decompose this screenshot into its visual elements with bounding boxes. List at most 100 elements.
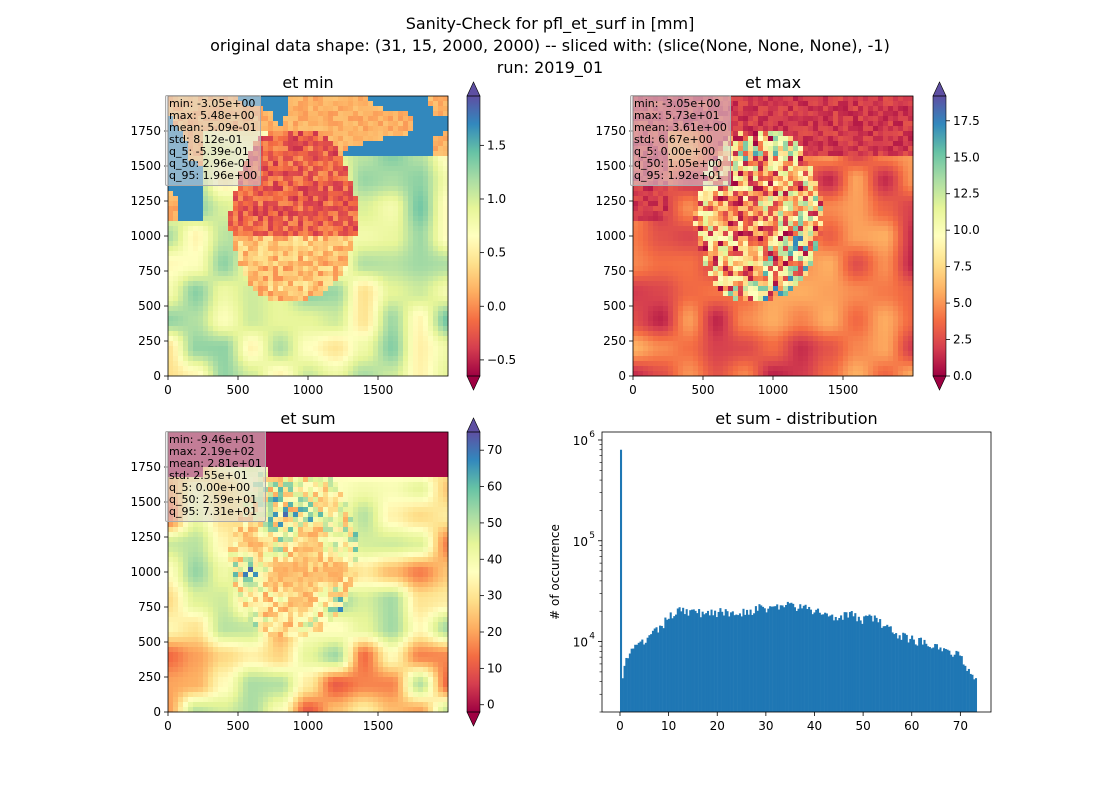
colorbar-extend-min-1 <box>932 375 947 391</box>
histogram-bar <box>866 615 869 712</box>
colorbar-tick-label-2-2: 20 <box>487 625 502 639</box>
histogram-bar <box>740 616 743 712</box>
y-tick-label-0-4: 1000 <box>130 229 161 243</box>
histogram-bar <box>914 644 917 712</box>
histogram-bar <box>806 609 809 712</box>
histogram-bar <box>827 616 830 712</box>
histogram-bar <box>935 644 938 712</box>
histogram-bar <box>671 618 674 712</box>
histogram-bar <box>714 610 717 712</box>
histogram-bar <box>898 635 901 712</box>
x-tick-label-3-7: 70 <box>953 719 968 733</box>
y-tick-label-2-0: 0 <box>153 705 161 719</box>
histogram-bar <box>659 625 662 712</box>
histogram-bar <box>921 644 924 712</box>
histogram-bar <box>955 650 958 712</box>
x-tick-label-3-6: 60 <box>904 719 919 733</box>
colorbar-extend-min-2 <box>466 711 481 727</box>
colorbar-tick-label-1-5: 12.5 <box>953 187 980 201</box>
histogram-bar <box>930 648 933 712</box>
colorbar-tick-label-0-1: 0.0 <box>487 299 506 313</box>
y-tick-label-1-4: 1000 <box>595 229 626 243</box>
stats-line: max: 5.73e+01 <box>634 109 720 122</box>
histogram-bar <box>815 609 818 712</box>
colorbar-extend-min-0 <box>466 375 481 391</box>
y-tick-label-3-0: 10 <box>573 636 588 650</box>
histogram-bar <box>770 606 773 712</box>
stats-line: std: 2.55e+01 <box>169 469 248 482</box>
panel-title-2: et sum <box>280 409 335 428</box>
x-tick-label-3-4: 40 <box>807 719 822 733</box>
histogram-bar <box>769 606 772 712</box>
stats-line: mean: 3.61e+00 <box>634 121 727 134</box>
y-tick-label-2-1: 250 <box>138 670 161 684</box>
histogram-bar <box>841 619 844 712</box>
histogram-bar <box>694 610 697 712</box>
histogram-bar <box>733 615 736 712</box>
histogram-bar <box>941 651 944 712</box>
histogram-bar <box>655 627 658 712</box>
stats-line: mean: 2.81e+01 <box>169 457 262 470</box>
histogram-bar <box>795 610 798 712</box>
histogram-bar <box>909 638 912 712</box>
histogram-bar <box>703 614 706 712</box>
histogram-bar <box>903 633 907 712</box>
colorbar-0: −0.5 0.0 0.5 1.0 1.5 <box>466 81 516 391</box>
y-tick-label-0-5: 1250 <box>130 194 161 208</box>
y-tick-label-0-2: 500 <box>138 299 161 313</box>
histogram-bar <box>964 665 967 712</box>
histogram-bar <box>667 618 670 712</box>
figure-title-line-1: Sanity-Check for pfl_et_surf in [mm] <box>405 14 695 33</box>
histogram-bar <box>799 604 802 712</box>
histogram-bar <box>744 614 747 712</box>
histogram-bar <box>749 609 752 712</box>
histogram-bar <box>678 607 681 712</box>
x-tick-label-0-0: 0 <box>164 383 172 397</box>
histogram-bar <box>639 641 642 712</box>
histogram-bar <box>962 664 965 712</box>
histogram-bar <box>666 619 669 712</box>
histogram-bar <box>937 649 940 712</box>
histogram-bar <box>751 614 754 712</box>
stats-line: q_50: 2.96e-01 <box>169 157 252 170</box>
histogram-bar <box>790 602 793 712</box>
histogram-bar <box>682 607 685 712</box>
x-tick-label-0-1: 500 <box>227 383 250 397</box>
histogram-bar <box>880 627 883 712</box>
y-tick-label-1-1: 250 <box>603 334 626 348</box>
histogram-bar <box>690 609 694 712</box>
histogram-bar <box>840 615 843 712</box>
histogram-bar <box>958 655 962 712</box>
colorbar-frame-2 <box>466 431 481 713</box>
colorbar-tick-label-1-1: 2.5 <box>953 333 972 347</box>
histogram-bar <box>797 608 800 712</box>
colorbar-tick-label-0-0: −0.5 <box>487 353 516 367</box>
histogram-bar <box>834 616 837 712</box>
histogram-bar <box>627 658 630 712</box>
histogram-bar <box>635 644 639 712</box>
stats-line: q_5: 0.00e+00 <box>634 145 716 158</box>
histogram-bar <box>728 616 731 712</box>
histogram-bar <box>882 626 885 712</box>
figure-title-line-2: original data shape: (31, 15, 2000, 2000… <box>210 36 890 55</box>
histogram-bar <box>859 620 862 712</box>
histogram-bar <box>634 644 637 712</box>
colorbar-tick-label-0-3: 1.0 <box>487 192 506 206</box>
stats-box-et-min: min: -3.05e+00 max: 5.48e+00 mean: 5.09e-0… <box>165 95 262 186</box>
histogram-bar <box>870 615 873 712</box>
stats-line: q_95: 7.31e+01 <box>169 505 258 518</box>
y-tick-label-1-7: 1750 <box>595 124 626 138</box>
histogram-bar <box>808 606 811 712</box>
histogram-bar <box>763 608 766 712</box>
x-tick-label-2-1: 500 <box>227 719 250 733</box>
stats-line: mean: 5.09e-01 <box>169 121 257 134</box>
x-tick-label-3-0: 0 <box>616 719 624 733</box>
histogram-bar <box>804 604 807 712</box>
histogram-bar <box>911 635 914 712</box>
histogram-bar <box>861 623 864 712</box>
histogram-bar <box>932 647 935 712</box>
colorbar-extend-max-2 <box>466 417 481 433</box>
histogram-bar <box>852 616 855 712</box>
colorbar-tick-label-2-4: 40 <box>487 552 502 566</box>
histogram-bar <box>760 605 763 712</box>
